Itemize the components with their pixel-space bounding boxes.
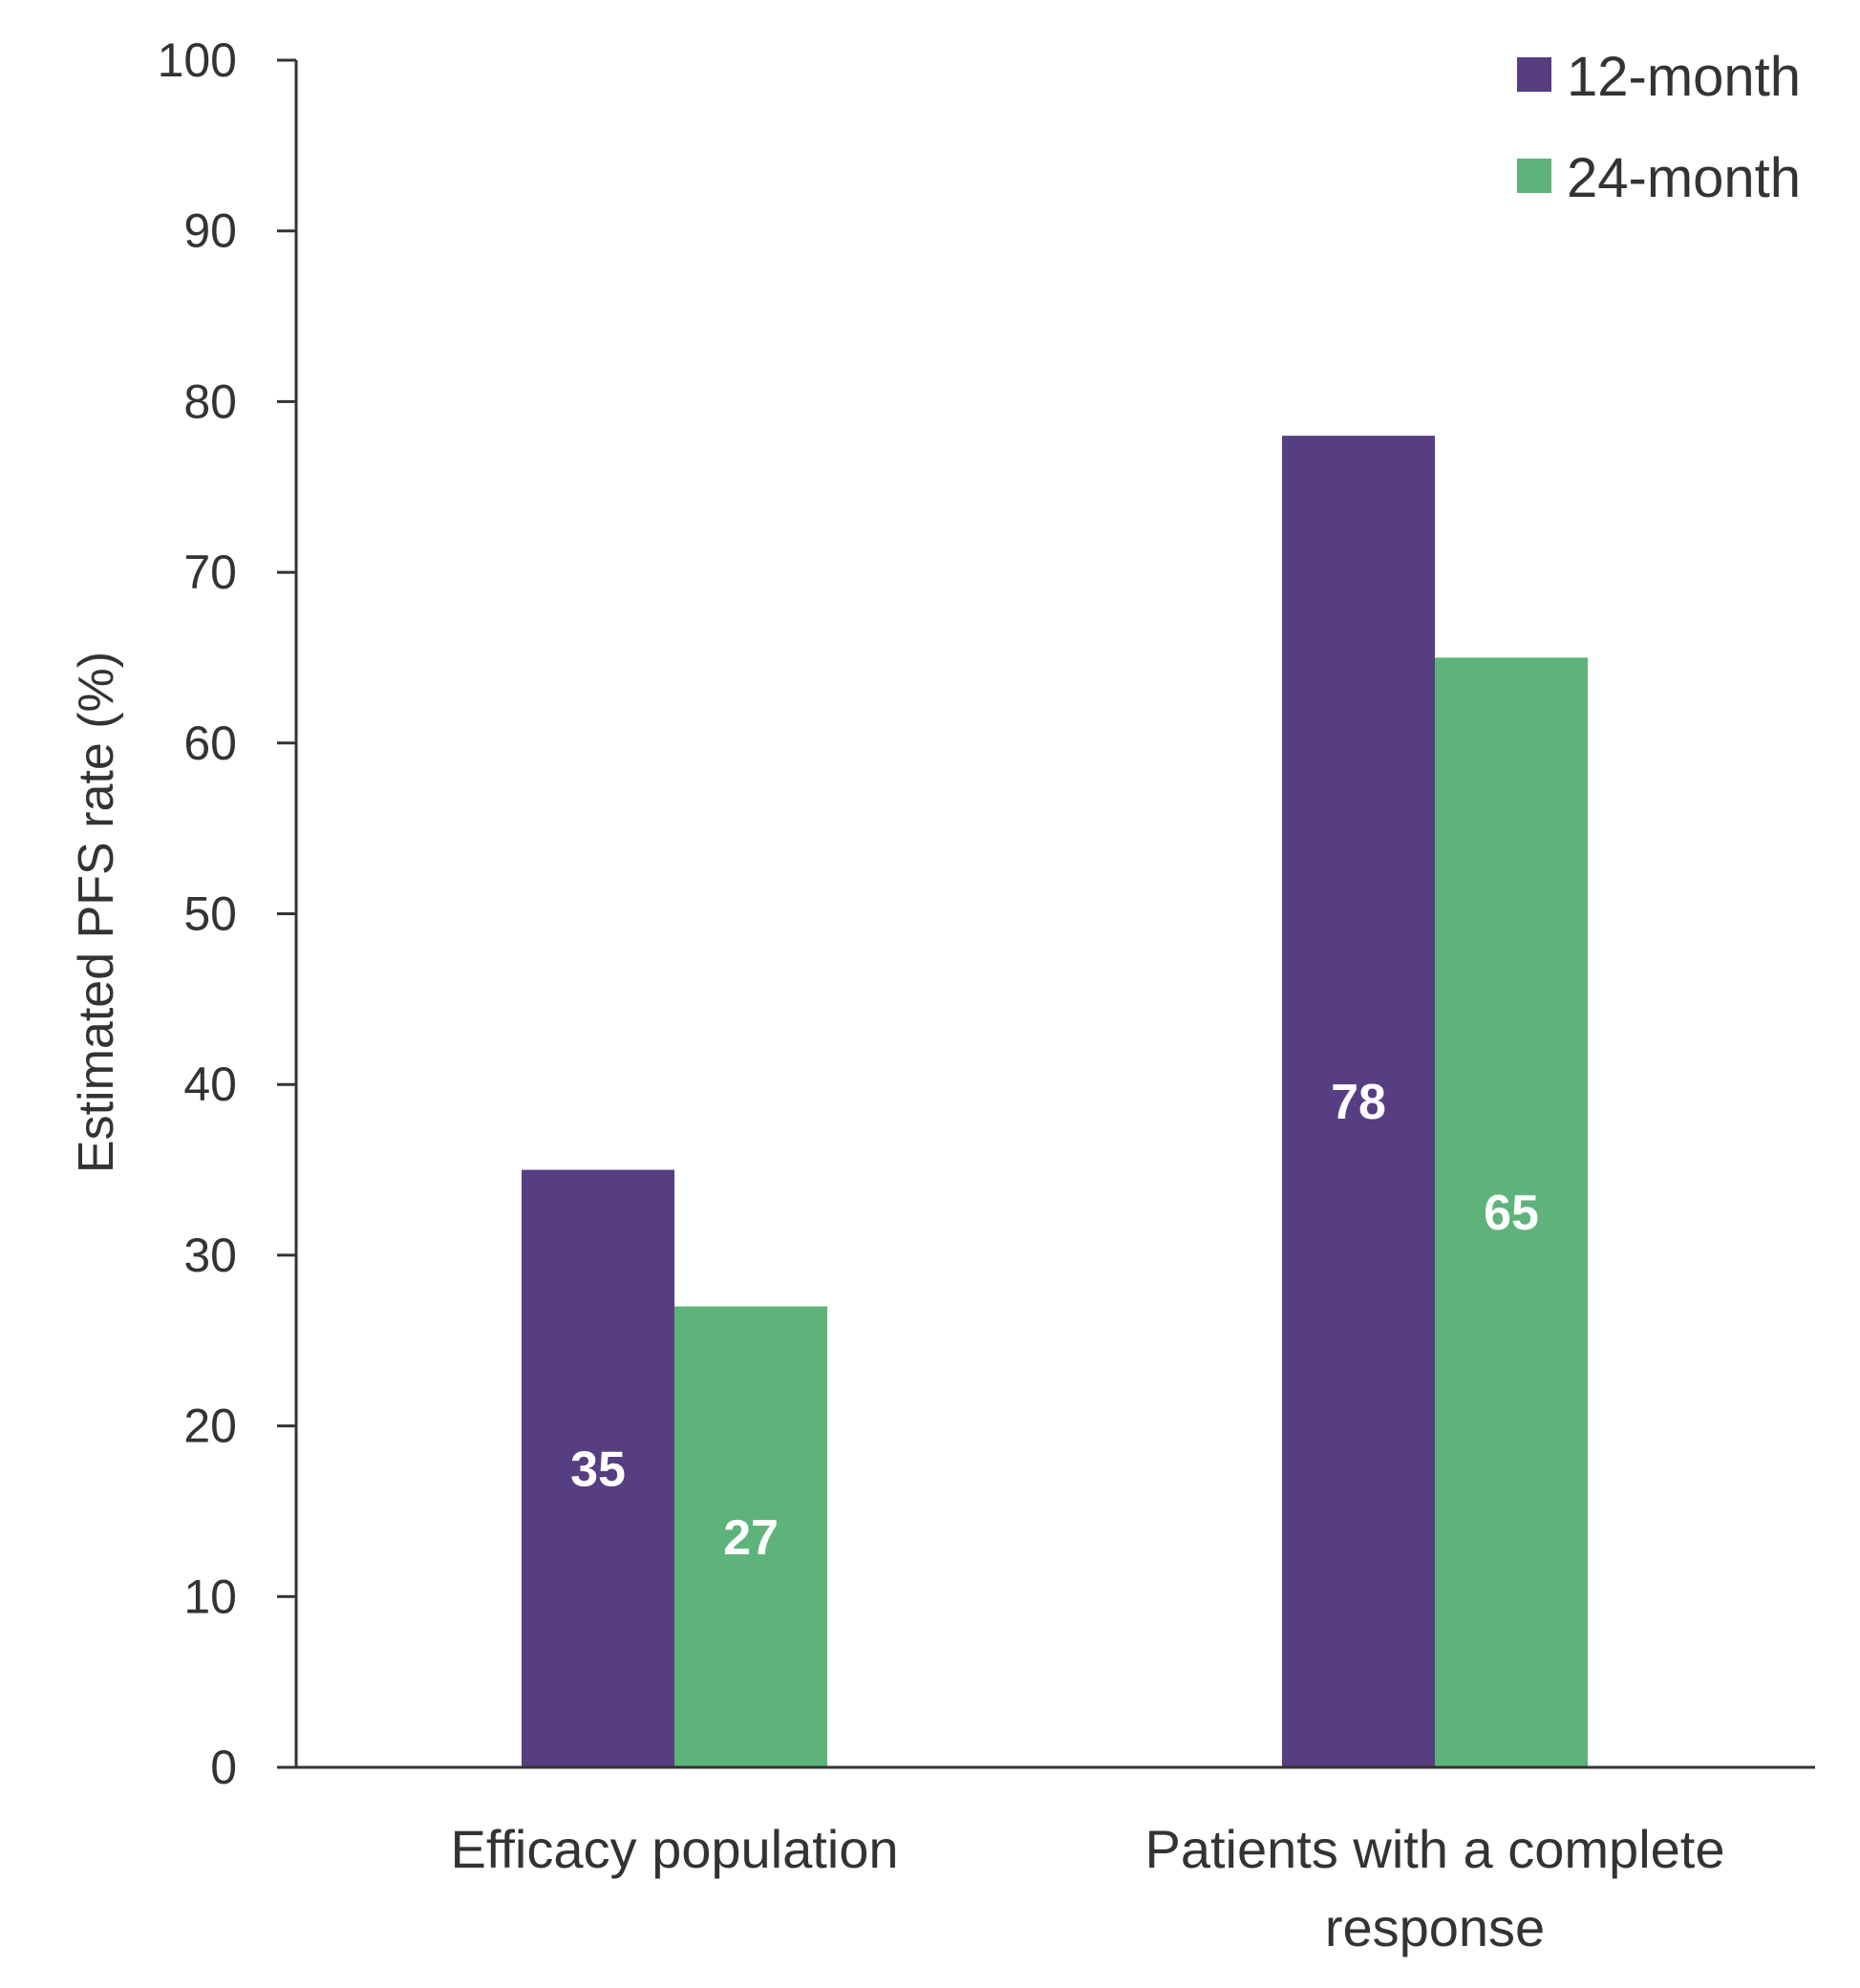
legend-swatch (1517, 159, 1551, 193)
y-tick-label: 70 (183, 545, 237, 599)
x-axis-categories: Efficacy population Patients with a compl… (450, 1819, 1724, 1957)
data-labels: 35 27 78 65 (570, 1075, 1539, 1566)
bar-24-month (1435, 657, 1588, 1768)
bar-24-month (674, 1306, 827, 1767)
legend-swatch (1517, 57, 1551, 92)
y-tick-label: 100 (158, 33, 237, 87)
legend-label: 12-month (1567, 46, 1801, 108)
category-label: Efficacy population (450, 1819, 898, 1879)
y-tick-label: 0 (210, 1741, 237, 1794)
data-label: 65 (1484, 1186, 1539, 1241)
y-tick-label: 80 (183, 374, 237, 428)
y-tick-label: 10 (183, 1570, 237, 1623)
y-axis-ticks: 0 10 20 30 40 50 60 70 80 90 100 (158, 33, 296, 1794)
data-label: 27 (723, 1510, 779, 1566)
category-label: Patients with a complete (1145, 1819, 1725, 1879)
y-tick-label: 90 (183, 204, 237, 258)
legend-label: 24-month (1567, 147, 1801, 209)
bar-12-month (522, 1169, 674, 1767)
bar-12-month (1282, 436, 1435, 1767)
y-tick-label: 30 (183, 1229, 237, 1282)
legend: 12-month 24-month (1517, 46, 1801, 209)
y-axis-label: Estimated PFS rate (%) (69, 652, 124, 1173)
y-tick-label: 40 (183, 1058, 237, 1111)
y-tick-label: 50 (183, 887, 237, 941)
y-tick-label: 20 (183, 1400, 237, 1453)
data-label: 35 (570, 1442, 626, 1497)
category-label: response (1325, 1897, 1545, 1957)
data-label: 78 (1331, 1075, 1386, 1130)
bars (522, 436, 1588, 1768)
y-tick-label: 60 (183, 716, 237, 770)
